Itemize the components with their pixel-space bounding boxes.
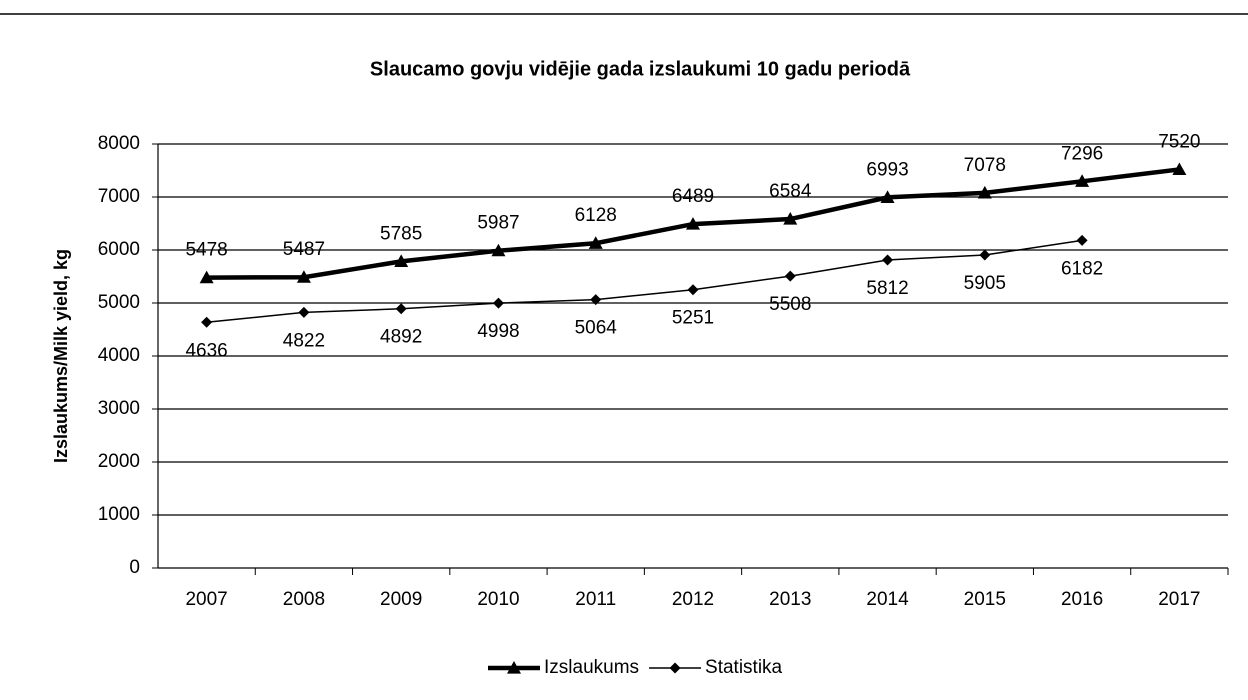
y-tick-label: 0 xyxy=(129,557,140,578)
data-label: 4998 xyxy=(477,321,519,342)
marker xyxy=(588,236,603,249)
marker xyxy=(1075,174,1090,187)
x-tick-label: 2013 xyxy=(769,589,811,610)
marker xyxy=(199,270,214,284)
y-tick-label: 1000 xyxy=(98,504,140,525)
data-label: 6182 xyxy=(1061,258,1103,279)
y-tick-label: 2000 xyxy=(98,451,140,472)
data-label: 6128 xyxy=(575,205,617,226)
x-tick-label: 2017 xyxy=(1158,589,1200,610)
marker xyxy=(395,303,407,315)
data-label: 6584 xyxy=(769,181,812,202)
marker xyxy=(1076,234,1088,246)
marker xyxy=(507,661,521,674)
data-label: 4822 xyxy=(283,330,325,351)
marker xyxy=(298,306,310,318)
marker xyxy=(784,270,796,282)
marker xyxy=(669,662,681,674)
data-label: 5812 xyxy=(866,278,908,299)
marker xyxy=(394,254,409,267)
x-tick-label: 2010 xyxy=(477,589,519,610)
marker xyxy=(880,190,895,203)
y-tick-label: 4000 xyxy=(98,345,140,366)
data-label: 5785 xyxy=(380,223,422,244)
series-line xyxy=(206,239,1083,324)
legend-label: Izslaukums xyxy=(544,657,639,678)
data-label: 6993 xyxy=(866,159,908,180)
data-label: 5478 xyxy=(185,240,227,261)
x-tick-label: 2014 xyxy=(866,589,909,610)
marker xyxy=(492,297,504,309)
marker xyxy=(201,316,213,328)
y-tick-label: 3000 xyxy=(98,398,140,419)
x-tick-label: 2016 xyxy=(1061,589,1103,610)
legend-label: Statistika xyxy=(705,657,783,678)
marker xyxy=(979,249,991,261)
data-label: 6489 xyxy=(672,186,714,207)
y-axis-label: Izslaukums/Milk yield, kg xyxy=(51,249,71,463)
x-tick-label: 2012 xyxy=(672,589,714,610)
x-tick-label: 2011 xyxy=(575,589,616,610)
data-label: 5508 xyxy=(769,294,811,315)
y-tick-label: 6000 xyxy=(98,239,140,260)
data-label: 5064 xyxy=(575,318,618,339)
data-label: 5487 xyxy=(283,239,325,260)
marker xyxy=(296,270,311,283)
marker xyxy=(491,243,506,257)
data-label: 4892 xyxy=(380,327,422,348)
marker xyxy=(977,185,992,199)
x-tick-label: 2008 xyxy=(283,589,325,610)
y-tick-label: 7000 xyxy=(98,186,140,207)
data-label: 5905 xyxy=(964,273,1006,294)
y-tick-label: 5000 xyxy=(98,292,140,313)
data-label: 5251 xyxy=(672,308,714,329)
marker xyxy=(686,217,700,230)
x-tick-label: 2007 xyxy=(185,589,227,610)
data-label: 7520 xyxy=(1158,131,1200,152)
marker xyxy=(590,294,602,306)
marker xyxy=(783,212,798,225)
data-label: 4636 xyxy=(185,340,227,361)
x-tick-label: 2009 xyxy=(380,589,422,610)
data-label: 7296 xyxy=(1061,143,1103,164)
data-label: 5987 xyxy=(477,213,519,234)
x-tick-label: 2015 xyxy=(964,589,1006,610)
marker xyxy=(882,254,894,266)
chart-title: Slaucamo govju vidējie gada izslaukumi 1… xyxy=(370,58,911,80)
marker xyxy=(1172,162,1187,176)
marker xyxy=(687,284,699,296)
data-label: 7078 xyxy=(964,155,1006,176)
y-tick-label: 8000 xyxy=(98,133,140,154)
